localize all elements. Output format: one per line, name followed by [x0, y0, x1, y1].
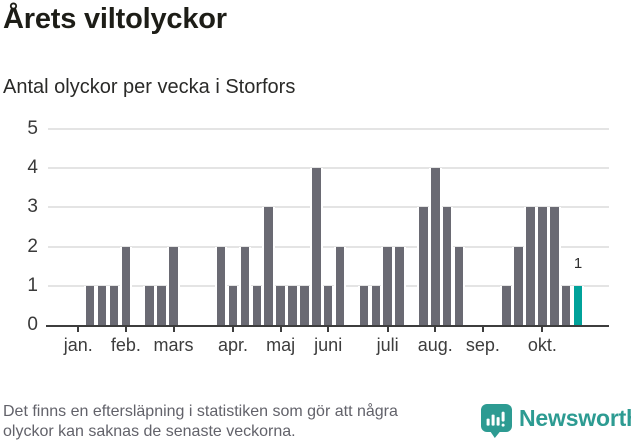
bar-week-26 — [371, 285, 381, 325]
x-tick-jan — [77, 327, 80, 332]
x-label-maj: maj — [266, 335, 296, 355]
x-tick-okt — [541, 327, 544, 332]
x-axis-line — [46, 325, 609, 327]
newsworthy-bubble-chart-icon — [481, 404, 512, 438]
bar-week-18 — [276, 285, 285, 325]
gridline-5 — [48, 128, 609, 130]
bar-week-23 — [335, 246, 345, 325]
bar-week-37 — [502, 285, 511, 325]
bar-chart: 0 1 2 3 4 5 1 jan. feb. mars apr. maj juni juli aug.… — [0, 114, 631, 366]
bar-week-5 — [121, 246, 131, 325]
x-label-sep: sep. — [465, 335, 500, 355]
y-axis-label-4: 4 — [27, 157, 38, 179]
x-tick-juli — [386, 327, 389, 332]
bar-week-13 — [216, 246, 226, 325]
newsworthy-wordmark: Newsworthy — [519, 405, 631, 431]
bar-week-31 — [431, 168, 440, 325]
x-tick-mars — [172, 327, 175, 332]
bar-week-27 — [383, 246, 392, 325]
x-label-juli: juli — [376, 335, 399, 355]
bar-week-25 — [359, 285, 369, 325]
bar-week-38 — [514, 246, 523, 325]
chart-subtitle: Antal olyckor per vecka i Storfors — [3, 76, 296, 98]
y-axis-label-2: 2 — [27, 235, 38, 257]
y-axis-label-3: 3 — [27, 196, 38, 218]
bar-week-3 — [97, 285, 107, 325]
x-tick-juni — [327, 327, 330, 332]
bar-week-16 — [252, 285, 262, 325]
bar-week-32 — [442, 207, 452, 325]
y-axis-label-5: 5 — [27, 118, 38, 139]
plot-area: 1 — [46, 128, 609, 325]
bar-week-8 — [157, 285, 166, 325]
bar-week-15 — [240, 246, 250, 325]
x-tick-aug — [434, 327, 437, 332]
bar-week-30 — [419, 207, 428, 325]
x-label-okt: okt. — [527, 335, 557, 355]
y-axis-label-1: 1 — [27, 274, 38, 296]
gridline-3 — [48, 206, 609, 209]
bar-week-39 — [526, 207, 535, 325]
x-tick-apr — [232, 327, 234, 332]
x-label-mars: mars — [153, 335, 194, 355]
y-axis-label-0: 0 — [27, 314, 38, 335]
footnote-line-2: olyckor kan saknas de senaste veckorna. — [3, 423, 296, 440]
x-label-feb: feb. — [110, 335, 141, 355]
x-tick-sep — [481, 327, 484, 332]
bar-week-2 — [85, 285, 95, 325]
bar-week-7 — [145, 285, 154, 325]
bar-week-42 — [561, 285, 571, 325]
newsworthy-logo: Newsworthy — [481, 402, 631, 438]
bar-week-9 — [169, 246, 178, 325]
x-tick-feb — [124, 327, 127, 332]
x-label-apr: apr. — [217, 335, 249, 355]
x-label-aug: aug. — [417, 335, 453, 355]
bar-week-17 — [264, 207, 273, 325]
x-label-jan: jan. — [63, 335, 93, 355]
bar-week-19 — [288, 285, 297, 325]
x-label-juni: juni — [314, 335, 343, 355]
bar-week-4 — [109, 285, 119, 325]
bar-week-latest — [573, 285, 583, 325]
footnote: Det finns en eftersläpning i statistiken… — [3, 402, 398, 442]
bar-week-14 — [228, 285, 238, 325]
bar-week-21 — [312, 168, 321, 325]
gridline-4 — [48, 167, 609, 170]
gridline-2 — [48, 245, 609, 248]
bar-week-40 — [538, 207, 547, 325]
chart-title: Årets viltolyckor — [3, 3, 227, 35]
footnote-line-1: Det finns en eftersläpning i statistiken… — [3, 403, 398, 420]
x-tick-maj — [279, 327, 282, 332]
bar-week-22 — [323, 285, 333, 325]
bar-week-33 — [454, 246, 464, 325]
bar-value-label: 1 — [573, 254, 583, 272]
bar-week-20 — [300, 285, 309, 325]
bar-week-41 — [550, 207, 559, 325]
bar-week-28 — [395, 246, 404, 325]
